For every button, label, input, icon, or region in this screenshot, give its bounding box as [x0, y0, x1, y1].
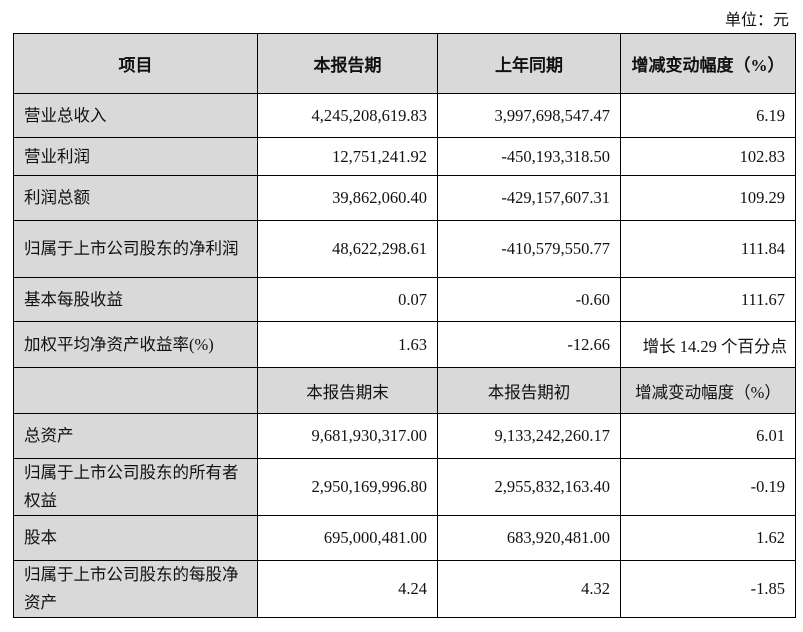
change-value: 102.83	[620, 137, 796, 176]
current-value: 0.07	[257, 277, 438, 322]
table-row: 加权平均净资产收益率(%) 1.63 -12.66 增长 14.29 个百分点	[13, 321, 796, 368]
prior-value: -450,193,318.50	[437, 137, 621, 176]
current-value: 39,862,060.40	[257, 175, 438, 221]
prior-value: 683,920,481.00	[437, 515, 621, 561]
table-subheader-row: 本报告期末 本报告期初 增减变动幅度（%）	[13, 367, 796, 414]
change-value: -0.19	[620, 458, 796, 516]
header-item: 项目	[13, 33, 258, 94]
current-value: 1.63	[257, 321, 438, 368]
table-row: 营业总收入 4,245,208,619.83 3,997,698,547.47 …	[13, 93, 796, 138]
change-value: 增长 14.29 个百分点	[620, 321, 796, 368]
change-value: -1.85	[620, 560, 796, 618]
header-prior-period: 上年同期	[437, 33, 621, 94]
prior-value: 3,997,698,547.47	[437, 93, 621, 138]
table-row: 归属于上市公司股东的所有者权益 2,950,169,996.80 2,955,8…	[13, 458, 796, 516]
subheader-period-start: 本报告期初	[437, 367, 621, 414]
change-value: 111.84	[620, 220, 796, 278]
change-value: 6.19	[620, 93, 796, 138]
row-label: 营业利润	[13, 137, 258, 176]
financial-summary-table: 项目 本报告期 上年同期 增减变动幅度（%） 营业总收入 4,245,208,6…	[13, 33, 796, 618]
table-row: 归属于上市公司股东的净利润 48,622,298.61 -410,579,550…	[13, 220, 796, 278]
prior-value: -429,157,607.31	[437, 175, 621, 221]
table-row: 营业利润 12,751,241.92 -450,193,318.50 102.8…	[13, 137, 796, 176]
table-row: 基本每股收益 0.07 -0.60 111.67	[13, 277, 796, 322]
change-value: 111.67	[620, 277, 796, 322]
row-label: 加权平均净资产收益率(%)	[13, 321, 258, 368]
prior-value: -410,579,550.77	[437, 220, 621, 278]
table-row: 总资产 9,681,930,317.00 9,133,242,260.17 6.…	[13, 413, 796, 459]
row-label: 基本每股收益	[13, 277, 258, 322]
subheader-change: 增减变动幅度（%）	[620, 367, 796, 414]
row-label: 归属于上市公司股东的净利润	[13, 220, 258, 278]
row-label: 归属于上市公司股东的所有者权益	[13, 458, 258, 516]
current-value: 48,622,298.61	[257, 220, 438, 278]
prior-value: -12.66	[437, 321, 621, 368]
current-value: 4,245,208,619.83	[257, 93, 438, 138]
table-row: 股本 695,000,481.00 683,920,481.00 1.62	[13, 515, 796, 561]
current-value: 9,681,930,317.00	[257, 413, 438, 459]
row-label: 总资产	[13, 413, 258, 459]
unit-label: 单位：元	[724, 12, 789, 29]
change-value: 6.01	[620, 413, 796, 459]
change-value: 1.62	[620, 515, 796, 561]
current-value: 4.24	[257, 560, 438, 618]
prior-value: -0.60	[437, 277, 621, 322]
current-value: 12,751,241.92	[257, 137, 438, 176]
row-label: 归属于上市公司股东的每股净资产	[13, 560, 258, 618]
row-label: 股本	[13, 515, 258, 561]
change-value: 109.29	[620, 175, 796, 221]
current-value: 2,950,169,996.80	[257, 458, 438, 516]
prior-value: 9,133,242,260.17	[437, 413, 621, 459]
row-label: 利润总额	[13, 175, 258, 221]
row-label: 营业总收入	[13, 93, 258, 138]
subheader-item	[13, 367, 258, 414]
header-change: 增减变动幅度（%）	[620, 33, 796, 94]
prior-value: 2,955,832,163.40	[437, 458, 621, 516]
subheader-period-end: 本报告期末	[257, 367, 438, 414]
table-header-row: 项目 本报告期 上年同期 增减变动幅度（%）	[13, 33, 796, 94]
current-value: 695,000,481.00	[257, 515, 438, 561]
table-row: 归属于上市公司股东的每股净资产 4.24 4.32 -1.85	[13, 560, 796, 618]
table-row: 利润总额 39,862,060.40 -429,157,607.31 109.2…	[13, 175, 796, 221]
prior-value: 4.32	[437, 560, 621, 618]
header-current-period: 本报告期	[257, 33, 438, 94]
